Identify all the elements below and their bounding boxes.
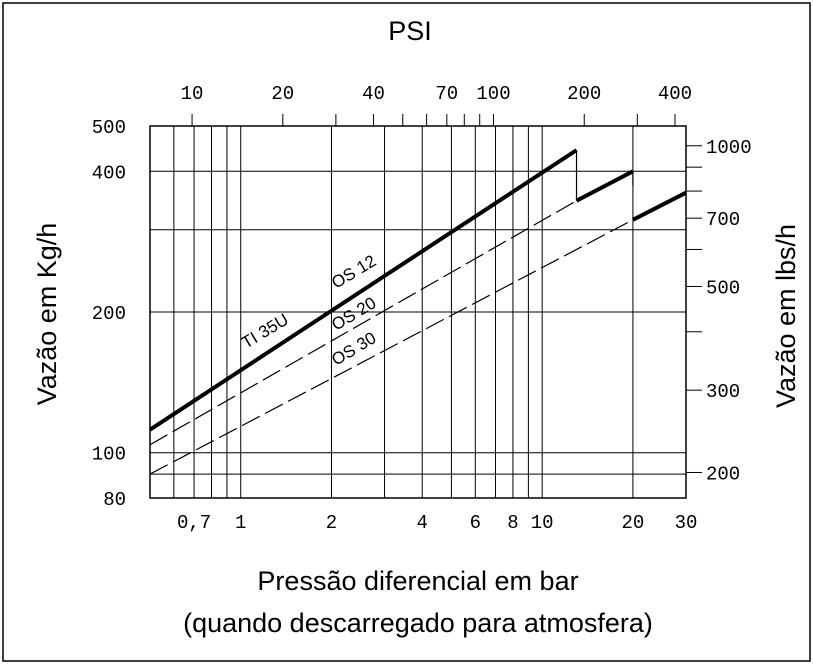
x-tick-label: 10 bbox=[531, 512, 554, 534]
tick-labels: 0,7 1 2 4 6 8 10 20 30 80 100 200 400 500 10 20 40 70 100 2… bbox=[92, 83, 752, 534]
right-tick-label: 700 bbox=[706, 209, 740, 231]
top-tick-label: 70 bbox=[435, 83, 458, 105]
right-tick-label: 200 bbox=[706, 463, 740, 485]
x-tick-label: 2 bbox=[326, 512, 337, 534]
y-tick-label: 200 bbox=[92, 303, 126, 325]
curve-label-ti35u: TI 35U bbox=[238, 310, 292, 353]
x-axis-title-line2: (quando descarregado para atmosfera) bbox=[183, 608, 653, 638]
series-os12-thick-segment bbox=[575, 169, 634, 203]
x-tick-label: 8 bbox=[507, 512, 518, 534]
top-tick-label: 100 bbox=[476, 83, 510, 105]
series-os20-thick-segment bbox=[632, 190, 687, 222]
top-tick-label: 40 bbox=[362, 83, 385, 105]
series-os12-line bbox=[149, 200, 577, 446]
y-axis-title: Vazão em Kg/h bbox=[32, 223, 62, 406]
tick-marks bbox=[191, 114, 702, 473]
y-axis-title-right: Vazão em lbs/h bbox=[771, 224, 801, 408]
y-tick-label: 100 bbox=[92, 444, 126, 466]
data-lines bbox=[148, 148, 687, 475]
x-tick-label: 1 bbox=[235, 512, 246, 534]
top-tick-label: 20 bbox=[271, 83, 294, 105]
plot-border bbox=[149, 125, 687, 499]
x-tick-label: 6 bbox=[470, 512, 481, 534]
x-axis-title: Pressão diferencial em bar bbox=[257, 566, 578, 596]
y-tick-label: 500 bbox=[92, 117, 126, 139]
curve-label-os30: OS 30 bbox=[328, 328, 379, 369]
right-tick-label: 300 bbox=[706, 381, 740, 403]
grid bbox=[150, 126, 686, 498]
x-tick-label: 30 bbox=[675, 512, 698, 534]
top-axis-title: PSI bbox=[388, 16, 432, 46]
x-tick-label: 0,7 bbox=[177, 512, 211, 534]
right-tick-label: 1000 bbox=[706, 137, 752, 159]
top-tick-label: 10 bbox=[181, 83, 204, 105]
top-tick-label: 200 bbox=[567, 83, 601, 105]
top-tick-label: 400 bbox=[658, 83, 692, 105]
series-os20-line bbox=[149, 219, 634, 475]
y-tick-label: 80 bbox=[103, 489, 126, 511]
right-tick-label: 500 bbox=[706, 277, 740, 299]
y-tick-label: 400 bbox=[92, 162, 126, 184]
x-tick-label: 4 bbox=[417, 512, 428, 534]
x-tick-label: 20 bbox=[622, 512, 645, 534]
series-ti35u-line bbox=[148, 148, 578, 432]
